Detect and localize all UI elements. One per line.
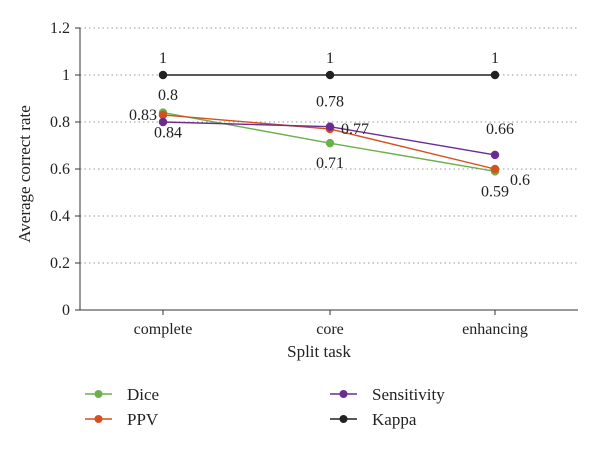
- y-tick-label: 0.6: [50, 161, 70, 178]
- y-tick-label: 0.8: [50, 114, 70, 131]
- legend: Dice PPV Sensitivity Kappa: [85, 385, 445, 429]
- data-point-sensitivity: [490, 150, 500, 160]
- data-label-dice: 0.59: [481, 183, 509, 200]
- data-label-dice: 0.84: [154, 125, 182, 142]
- x-tick-label: enhancing: [462, 321, 528, 338]
- data-point-kappa: [158, 70, 168, 80]
- data-label-kappa: 1: [491, 50, 499, 67]
- legend-label-dice: Dice: [127, 385, 159, 404]
- data-label-sensitivity: 0.66: [486, 121, 514, 138]
- data-point-sensitivity: [325, 122, 335, 131]
- legend-swatch-marker-sensitivity: [339, 390, 348, 398]
- data-label-kappa: 1: [326, 50, 334, 67]
- x-tick-labels: complete core enhancing: [134, 321, 528, 338]
- data-labels: 0.84 0.71 0.59 0.83 0.77 0.6 0.8 0.78 0.66 1 1 1: [129, 50, 530, 200]
- y-tick-label: 0: [62, 302, 70, 319]
- legend-label-sensitivity: Sensitivity: [372, 385, 445, 404]
- legend-label-ppv: PPV: [127, 410, 159, 429]
- x-axis-title: Split task: [287, 342, 351, 361]
- data-point-dice: [325, 138, 335, 148]
- data-label-ppv: 0.77: [341, 121, 369, 138]
- y-tick-label: 0.4: [50, 208, 70, 225]
- axes: [75, 27, 578, 315]
- y-tick-labels: 0 0.2 0.4 0.6 0.8 1 1.2: [50, 20, 70, 319]
- data-label-dice: 0.71: [316, 155, 344, 172]
- data-label-sensitivity: 0.8: [158, 87, 178, 104]
- legend-swatch-marker-kappa: [339, 415, 348, 423]
- y-tick-label: 1: [62, 67, 70, 84]
- series-group: [158, 70, 500, 176]
- data-label-kappa: 1: [159, 50, 167, 67]
- data-label-sensitivity: 0.78: [316, 94, 344, 111]
- data-label-ppv: 0.83: [129, 107, 157, 124]
- data-label-ppv: 0.6: [510, 172, 530, 189]
- x-tick-label: complete: [134, 321, 193, 338]
- legend-label-kappa: Kappa: [372, 410, 417, 429]
- y-tick-label: 1.2: [50, 20, 70, 37]
- data-point-ppv: [490, 164, 500, 174]
- data-point-sensitivity: [158, 117, 168, 127]
- legend-swatch-marker-ppv: [94, 415, 103, 423]
- data-point-kappa: [325, 70, 335, 80]
- data-point-kappa: [490, 70, 500, 80]
- y-axis-title: Average correct rate: [15, 105, 34, 242]
- x-tick-label: core: [316, 321, 344, 338]
- y-tick-label: 0.2: [50, 255, 70, 272]
- legend-swatch-marker-dice: [94, 390, 103, 398]
